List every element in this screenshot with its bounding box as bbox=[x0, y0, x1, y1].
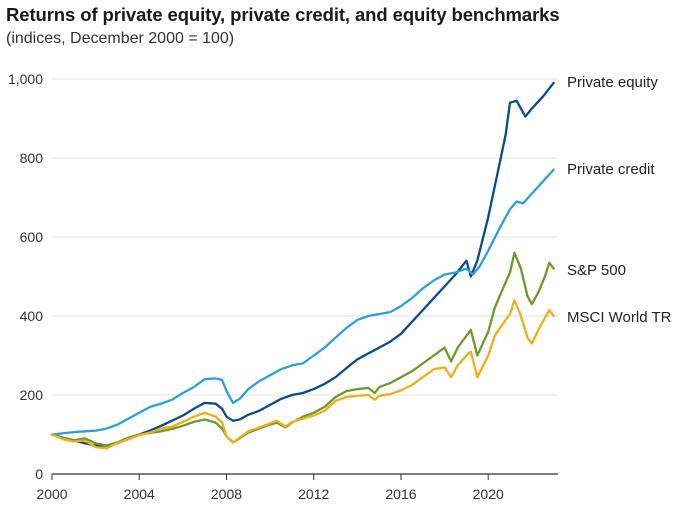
series-label-private-equity: Private equity bbox=[567, 74, 658, 91]
y-tick-label: 600 bbox=[20, 229, 44, 245]
x-tick-label: 2000 bbox=[36, 486, 67, 502]
series-label-s-p-500: S&P 500 bbox=[567, 262, 626, 279]
x-tick-label: 2020 bbox=[473, 486, 504, 502]
y-tick-label: 400 bbox=[20, 308, 44, 324]
chart-title: Returns of private equity, private credi… bbox=[6, 4, 560, 25]
x-tick-label: 2008 bbox=[211, 486, 242, 502]
x-tick-label: 2016 bbox=[385, 486, 416, 502]
y-tick-label: 1,000 bbox=[8, 71, 43, 87]
series-label-private-credit: Private credit bbox=[567, 161, 655, 178]
x-axis-ticks: 2000 2004 2008 2012 2016 2020 bbox=[36, 474, 504, 502]
x-tick-label: 2004 bbox=[124, 486, 155, 502]
series-line-msci-world-tr bbox=[50, 299, 555, 450]
y-tick-label: 200 bbox=[20, 387, 44, 403]
y-tick-label: 800 bbox=[20, 150, 44, 166]
series-line-s-p-500 bbox=[50, 251, 555, 447]
series-line-private-equity bbox=[50, 81, 555, 447]
series-label-msci-world-tr: MSCI World TR bbox=[567, 309, 672, 326]
y-axis-ticks: 0 200 400 600 800 1,000 bbox=[8, 71, 43, 482]
x-tick-label: 2012 bbox=[298, 486, 329, 502]
series-lines bbox=[50, 81, 555, 450]
series-labels: Private equity Private credit S&P 500 MSCI … bbox=[567, 74, 672, 326]
y-tick-label: 0 bbox=[35, 466, 43, 482]
series-line-private-credit bbox=[50, 168, 555, 436]
gridlines bbox=[52, 78, 558, 475]
chart-subtitle: (indices, December 2000 = 100) bbox=[6, 30, 235, 47]
